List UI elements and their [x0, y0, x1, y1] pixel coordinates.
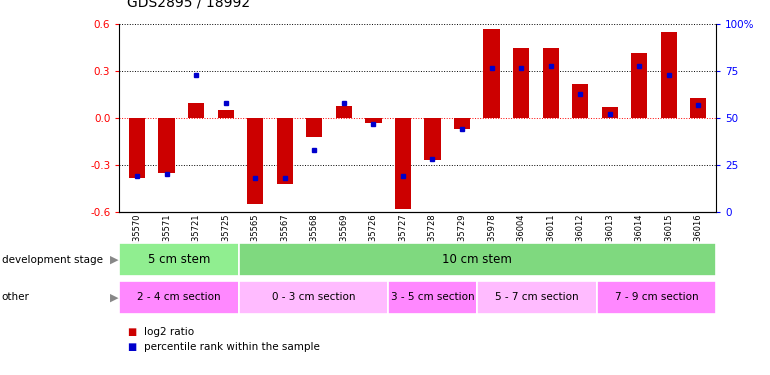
Bar: [239, 281, 388, 314]
Bar: [454, 118, 470, 129]
Bar: [188, 102, 204, 118]
Text: GDS2895 / 18992: GDS2895 / 18992: [127, 0, 250, 9]
Text: 5 cm stem: 5 cm stem: [148, 253, 210, 266]
Bar: [306, 118, 323, 137]
Bar: [119, 243, 239, 276]
Bar: [395, 118, 411, 209]
Bar: [601, 107, 618, 118]
Bar: [159, 118, 175, 173]
Text: 0 - 3 cm section: 0 - 3 cm section: [272, 292, 355, 302]
Text: ▶: ▶: [109, 292, 119, 302]
Bar: [513, 48, 529, 118]
Text: ■: ■: [127, 327, 136, 337]
Bar: [597, 281, 716, 314]
Text: 3 - 5 cm section: 3 - 5 cm section: [391, 292, 474, 302]
Text: percentile rank within the sample: percentile rank within the sample: [144, 342, 320, 352]
Bar: [218, 110, 234, 118]
Bar: [477, 281, 597, 314]
Text: 5 - 7 cm section: 5 - 7 cm section: [495, 292, 579, 302]
Text: ▶: ▶: [109, 255, 119, 265]
Bar: [572, 84, 588, 118]
Bar: [239, 243, 716, 276]
Bar: [276, 118, 293, 184]
Text: development stage: development stage: [2, 255, 102, 265]
Text: 2 - 4 cm section: 2 - 4 cm section: [137, 292, 221, 302]
Bar: [336, 106, 352, 118]
Bar: [119, 281, 239, 314]
Bar: [631, 53, 648, 118]
Bar: [247, 118, 263, 204]
Bar: [365, 118, 382, 123]
Text: other: other: [2, 292, 29, 302]
Text: log2 ratio: log2 ratio: [144, 327, 194, 337]
Bar: [690, 98, 707, 118]
Text: 7 - 9 cm section: 7 - 9 cm section: [614, 292, 698, 302]
Bar: [129, 118, 146, 177]
Bar: [661, 32, 677, 118]
Bar: [484, 29, 500, 118]
Text: ■: ■: [127, 342, 136, 352]
Bar: [388, 281, 477, 314]
Bar: [543, 48, 559, 118]
Text: 10 cm stem: 10 cm stem: [443, 253, 512, 266]
Bar: [424, 118, 440, 160]
